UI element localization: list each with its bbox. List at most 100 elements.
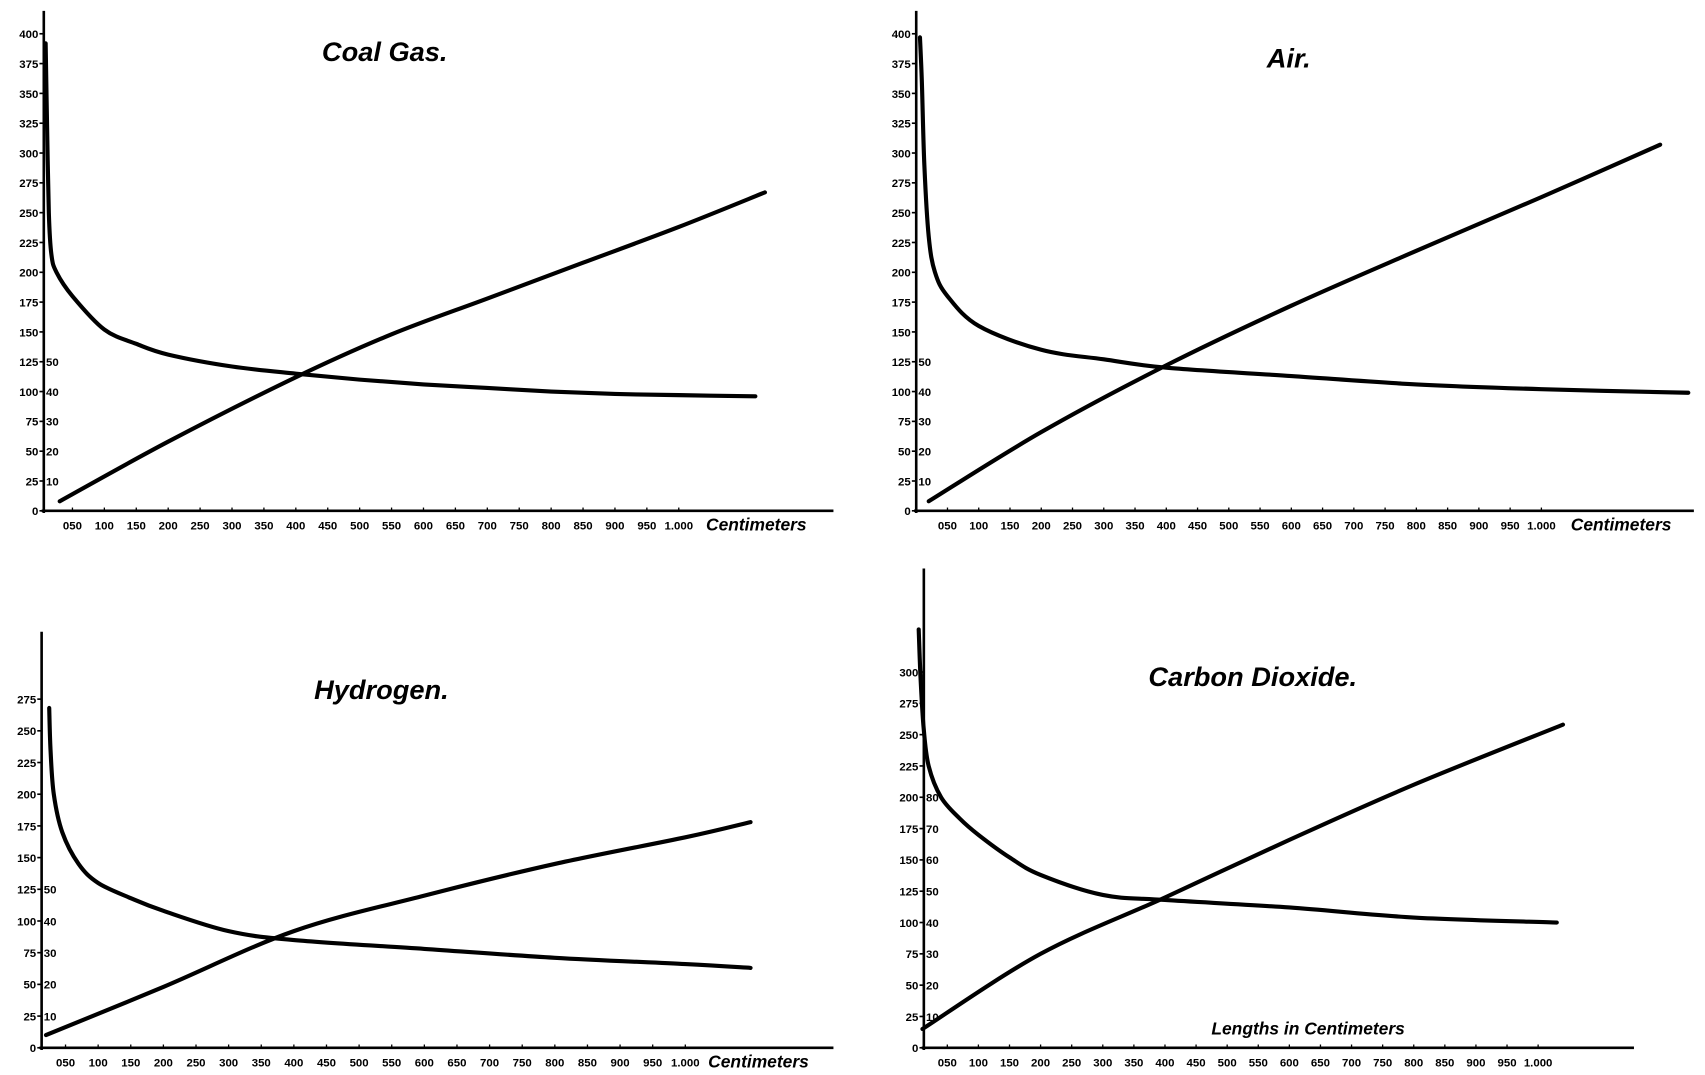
x-tick-label: 050 <box>56 1057 75 1069</box>
y-tick-label: 125 <box>17 885 37 897</box>
x-tick-label: 900 <box>611 1057 630 1069</box>
chart-3: Hydrogen. Centimeters 0 25 50 75 100 125 150 175 2… <box>17 631 834 1071</box>
y-tick-label: 150 <box>899 855 918 867</box>
x-tick-label: 1.000 <box>1527 520 1556 532</box>
x-tick-label: 800 <box>545 1057 564 1069</box>
y-tick-label: 0 <box>912 1043 918 1055</box>
increasing-curve <box>57 190 768 504</box>
y-tick-label: 75 <box>23 948 36 960</box>
x-tick-label: 200 <box>159 520 178 532</box>
y-tick-label: 25 <box>23 1011 36 1023</box>
y-tick-label: 175 <box>17 821 37 833</box>
y-tick-label: 125 <box>892 357 912 369</box>
x-tick-label: 100 <box>89 1057 108 1069</box>
y-tick-label: 75 <box>26 417 39 429</box>
y2-tick-label: 10 <box>46 476 59 488</box>
x-tick-label: 850 <box>1438 520 1457 532</box>
x-tick-label: 300 <box>1093 1057 1112 1069</box>
y-tick-label: 275 <box>19 178 39 190</box>
x-tick-label: 900 <box>605 520 624 532</box>
x-tick-label: 450 <box>1187 1057 1206 1069</box>
y2-tick-label: 30 <box>44 948 57 960</box>
y-tick-label: 325 <box>892 119 912 131</box>
x-tick-label: 950 <box>1501 520 1520 532</box>
x-tick-label: 550 <box>1249 1057 1268 1069</box>
y-tick-label: 125 <box>899 887 919 899</box>
y2-tick-label: 50 <box>926 887 939 899</box>
y2-tick-label: 50 <box>46 357 59 369</box>
chart-title: Hydrogen. <box>314 674 449 705</box>
x-tick-label: 650 <box>1311 1057 1330 1069</box>
x-tick-label: 200 <box>154 1057 173 1069</box>
x-tick-label: 200 <box>1031 1057 1050 1069</box>
y-tick-label: 350 <box>19 89 38 101</box>
y-tick-label: 75 <box>906 949 919 961</box>
y-tick-label: 50 <box>906 981 919 993</box>
x-tick-label: 400 <box>1155 1057 1174 1069</box>
x-tick-label: 850 <box>574 520 593 532</box>
x-tick-label: 700 <box>480 1057 499 1069</box>
x-tick-label: 250 <box>1062 1057 1081 1069</box>
increasing-curve <box>43 820 753 1038</box>
x-tick-label: 850 <box>1435 1057 1454 1069</box>
x-tick-label: 350 <box>252 1057 271 1069</box>
x-tick-label: 400 <box>1157 520 1176 532</box>
x-tick-label: 700 <box>478 520 497 532</box>
x-tick-label: 350 <box>254 520 273 532</box>
y-tick-label: 350 <box>892 89 911 101</box>
x-axis-label: Centimeters <box>708 1051 809 1071</box>
x-tick-label: 500 <box>350 520 369 532</box>
y-tick-label: 250 <box>19 208 38 220</box>
x-tick-label: 400 <box>284 1057 303 1069</box>
y2-tick-label: 30 <box>926 949 939 961</box>
x-tick-label: 500 <box>1218 1057 1237 1069</box>
y-tick-label: 25 <box>898 476 911 488</box>
x-tick-label: 100 <box>969 1057 988 1069</box>
y2-tick-label: 50 <box>918 357 931 369</box>
y2-tick-label: 30 <box>46 417 59 429</box>
x-tick-label: 800 <box>1407 520 1426 532</box>
y-tick-label: 375 <box>892 59 912 71</box>
x-tick-label: 250 <box>186 1057 205 1069</box>
x-tick-label: 1.000 <box>664 520 693 532</box>
x-tick-label: 600 <box>1280 1057 1299 1069</box>
decreasing-curve <box>47 705 753 970</box>
y-tick-label: 400 <box>892 29 911 41</box>
chart-4: Carbon Dioxide. Lengths in Centimeters 0 25… <box>899 568 1634 1069</box>
y-tick-label: 275 <box>892 178 912 190</box>
x-tick-label: 100 <box>95 520 114 532</box>
y-tick-label: 200 <box>899 793 918 805</box>
y2-tick-label: 40 <box>918 387 931 399</box>
y2-tick-label: 10 <box>44 1011 57 1023</box>
y2-tick-label: 30 <box>918 417 931 429</box>
decreasing-curve <box>917 35 1691 395</box>
y-tick-label: 275 <box>17 694 37 706</box>
x-tick-label: 600 <box>414 520 433 532</box>
x-tick-label: 550 <box>1251 520 1270 532</box>
y2-tick-label: 10 <box>918 476 931 488</box>
chart-2: Air. Centimeters 0 25 50 75 100 125 150 175 200 225… <box>892 10 1694 534</box>
y-tick-label: 0 <box>30 1043 36 1055</box>
x-tick-label: 550 <box>382 1057 401 1069</box>
y-tick-label: 100 <box>17 916 36 928</box>
x-tick-label: 750 <box>1376 520 1395 532</box>
x-tick-label: 800 <box>1404 1057 1423 1069</box>
y-tick-label: 150 <box>892 327 911 339</box>
y-tick-label: 275 <box>899 699 919 711</box>
y-tick-label: 75 <box>898 417 911 429</box>
x-tick-label: 700 <box>1344 520 1363 532</box>
y-tick-label: 225 <box>899 761 919 773</box>
y2-tick-label: 20 <box>926 981 939 993</box>
x-tick-label: 650 <box>446 520 465 532</box>
x-tick-label: 050 <box>938 520 957 532</box>
y-tick-label: 175 <box>899 824 919 836</box>
x-tick-label: 150 <box>127 520 146 532</box>
y-tick-label: 225 <box>17 758 37 770</box>
y-tick-label: 400 <box>19 29 38 41</box>
x-tick-label: 300 <box>222 520 241 532</box>
y2-tick-label: 50 <box>44 885 57 897</box>
y-tick-label: 225 <box>19 238 39 250</box>
x-tick-label: 150 <box>121 1057 140 1069</box>
y-tick-label: 175 <box>892 297 912 309</box>
x-tick-label: 300 <box>1094 520 1113 532</box>
